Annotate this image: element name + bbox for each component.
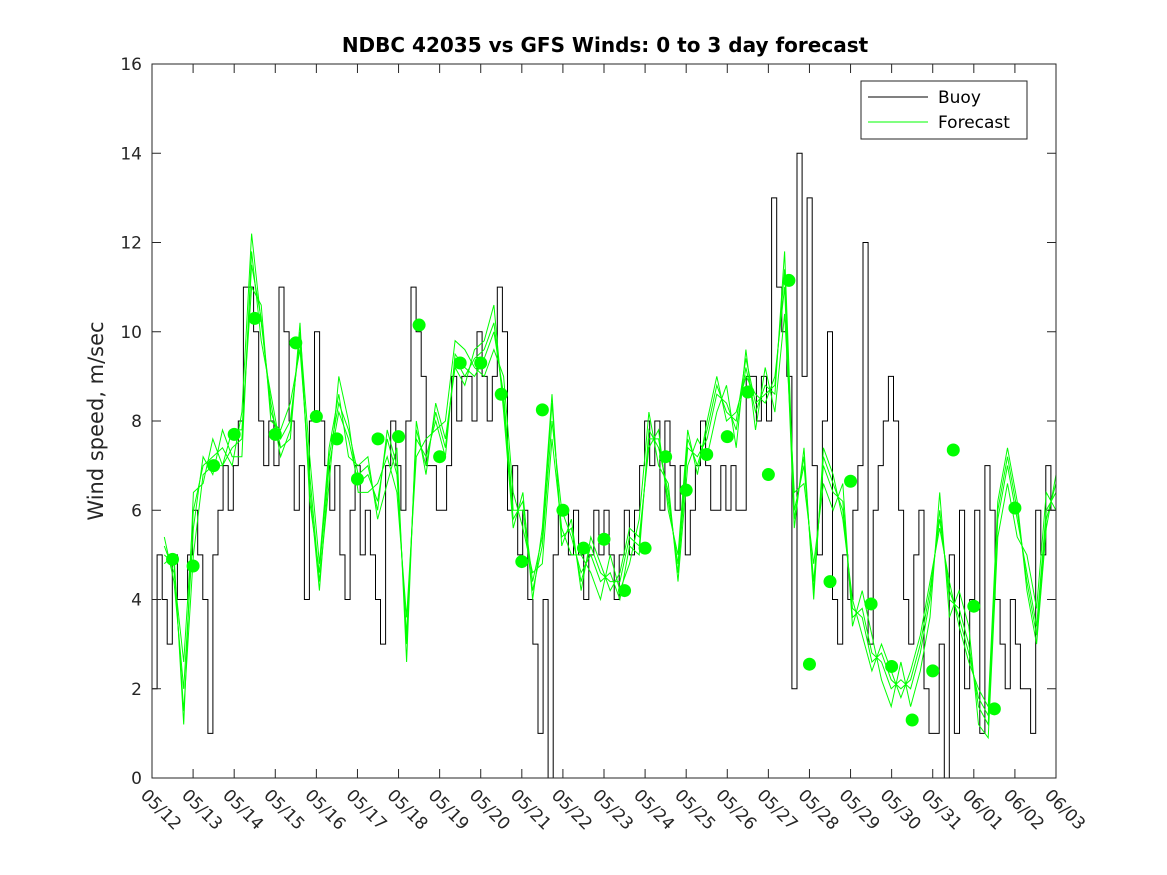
forecast-marker-26 — [700, 447, 714, 461]
forecast-marker-25 — [679, 483, 693, 497]
chart-title: NDBC 42035 vs GFS Winds: 0 to 3 day fore… — [342, 33, 869, 57]
y-axis-label: Wind speed, m/sec — [84, 321, 108, 520]
y-tick-label-8: 16 — [120, 55, 142, 75]
forecast-line-2 — [163, 285, 1056, 740]
forecast-marker-34 — [864, 597, 878, 611]
forecast-marker-13 — [433, 450, 447, 464]
y-tick-label-2: 4 — [131, 591, 142, 611]
forecast-marker-9 — [350, 472, 364, 486]
forecast-marker-35 — [885, 659, 899, 673]
y-tick-label-0: 0 — [131, 769, 142, 789]
forecast-marker-16 — [494, 387, 508, 401]
forecast-marker-36 — [905, 713, 919, 727]
y-tick-label-7: 14 — [120, 144, 142, 164]
forecast-marker-18 — [535, 403, 549, 417]
forecast-marker-20 — [576, 541, 590, 555]
forecast-marker-10 — [371, 432, 385, 446]
forecast-marker-6 — [289, 336, 303, 350]
forecast-marker-5 — [268, 427, 282, 441]
forecast-marker-29 — [761, 468, 775, 482]
forecast-marker-2 — [207, 459, 221, 473]
forecast-marker-33 — [844, 474, 858, 488]
buoy-series — [152, 152, 1056, 778]
y-tick-label-6: 12 — [120, 234, 142, 254]
plot-area — [152, 64, 1056, 778]
forecast-marker-28 — [741, 385, 755, 399]
legend: Buoy Forecast — [860, 80, 1028, 140]
y-axis-ticks: 0 2 4 6 8 10 12 14 16 — [120, 55, 1056, 789]
forecast-marker-27 — [720, 430, 734, 444]
forecast-marker-15 — [474, 356, 488, 370]
forecast-marker-12 — [412, 318, 426, 332]
forecast-marker-0 — [166, 552, 180, 566]
forecast-marker-38 — [946, 443, 960, 457]
forecast-marker-41 — [1008, 501, 1022, 515]
forecast-marker-1 — [186, 559, 200, 573]
forecast-marker-30 — [782, 273, 796, 287]
forecast-marker-21 — [597, 532, 611, 546]
forecast-marker-40 — [987, 702, 1001, 716]
forecast-marker-31 — [802, 657, 816, 671]
legend-box — [860, 80, 1028, 140]
legend-label-forecast: Forecast — [938, 113, 1010, 133]
forecast-marker-4 — [248, 311, 262, 325]
buoy-line — [152, 152, 1056, 778]
forecast-marker-17 — [515, 555, 529, 569]
forecast-marker-32 — [823, 575, 837, 589]
y-tick-label-5: 10 — [120, 323, 142, 343]
forecast-marker-19 — [556, 503, 570, 517]
forecast-line-1 — [163, 233, 1056, 709]
forecast-marker-8 — [330, 432, 344, 446]
forecast-marker-7 — [309, 410, 323, 424]
forecast-marker-11 — [392, 430, 406, 444]
forecast-marker-23 — [638, 541, 652, 555]
forecast-marker-37 — [926, 664, 940, 678]
y-tick-label-4: 8 — [131, 412, 142, 432]
forecast-line-3 — [163, 251, 1056, 718]
forecast-marker-22 — [618, 584, 632, 598]
forecast-marker-24 — [659, 450, 673, 464]
forecast-marker-39 — [967, 599, 981, 613]
legend-label-buoy: Buoy — [938, 88, 981, 108]
forecast-series — [163, 233, 1056, 740]
y-tick-label-3: 6 — [131, 501, 142, 521]
y-tick-label-1: 2 — [131, 680, 142, 700]
forecast-marker-14 — [453, 356, 467, 370]
forecast-marker-3 — [227, 427, 241, 441]
forecast-markers — [166, 273, 1022, 727]
